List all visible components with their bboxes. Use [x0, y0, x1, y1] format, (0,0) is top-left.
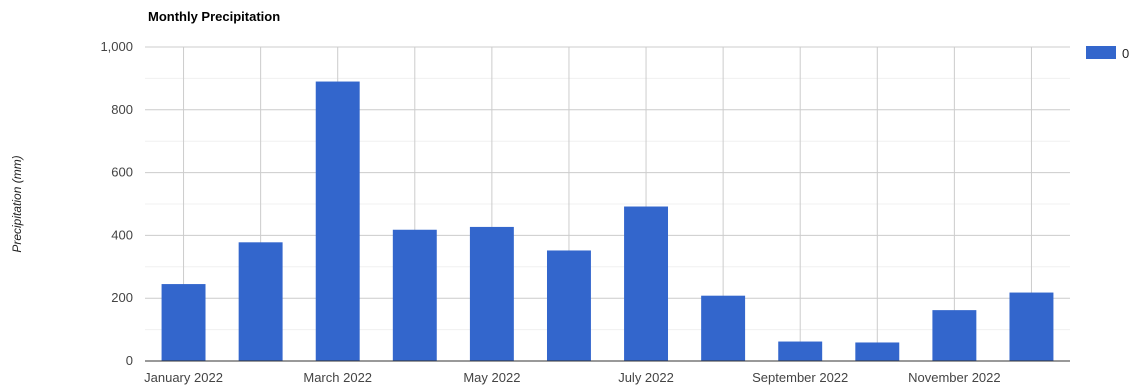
- bar: [238, 242, 283, 361]
- bar: [855, 342, 900, 361]
- chart-title: Monthly Precipitation: [148, 9, 280, 24]
- y-tick-label: 800: [111, 102, 133, 117]
- y-tick-label: 400: [111, 227, 133, 242]
- bar: [315, 81, 360, 361]
- bar: [624, 206, 669, 361]
- x-tick-label: March 2022: [303, 370, 372, 385]
- y-tick-label: 0: [126, 353, 133, 368]
- bar: [161, 284, 206, 361]
- bar: [392, 229, 437, 361]
- legend-swatch: [1086, 46, 1116, 59]
- x-axis-ticks: January 2022 March 2022 May 2022 July 2022 S…: [144, 370, 1000, 385]
- y-tick-label: 200: [111, 290, 133, 305]
- x-tick-label: January 2022: [144, 370, 223, 385]
- legend: 0: [1086, 46, 1129, 61]
- x-tick-label: May 2022: [463, 370, 520, 385]
- y-axis-label: Precipitation (mm): [10, 155, 24, 252]
- y-tick-label: 1,000: [100, 39, 133, 54]
- bar: [932, 310, 977, 361]
- x-tick-label: November 2022: [908, 370, 1001, 385]
- gridlines: [145, 46, 1070, 361]
- bar: [701, 295, 746, 361]
- bar: [778, 341, 823, 361]
- legend-label: 0: [1122, 46, 1129, 61]
- bars: [161, 81, 1054, 361]
- y-tick-label: 600: [111, 165, 133, 180]
- x-tick-label: July 2022: [618, 370, 674, 385]
- y-axis-ticks: 0 200 400 600 800 1,000: [100, 39, 133, 368]
- bar: [1009, 292, 1054, 361]
- bar: [469, 226, 514, 361]
- x-tick-label: September 2022: [752, 370, 848, 385]
- bar: [546, 250, 591, 361]
